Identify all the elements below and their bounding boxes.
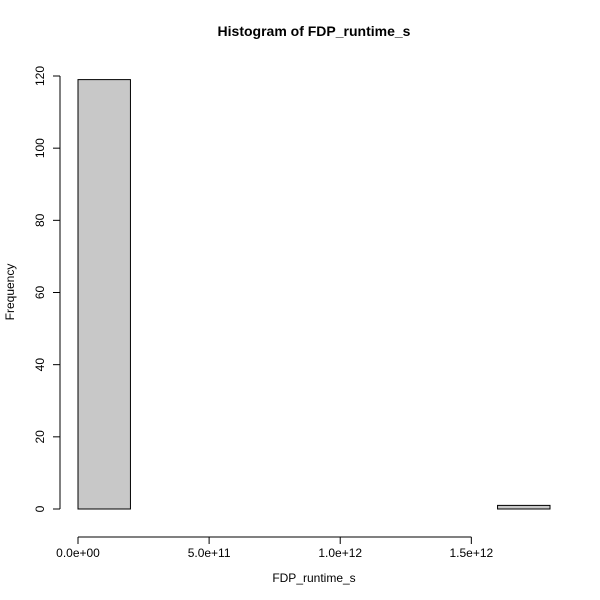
y-tick-label: 80 <box>33 213 47 227</box>
x-tick-label: 5.0e+11 <box>188 546 231 560</box>
x-axis-label: FDP_runtime_s <box>272 571 355 585</box>
y-axis-label: Frequency <box>3 264 17 321</box>
chart-title: Histogram of FDP_runtime_s <box>218 23 411 39</box>
y-axis: 0 20 40 60 80 100 120 <box>33 66 61 512</box>
x-axis: 0.0e+00 5.0e+11 1.0e+12 1.5e+12 <box>56 536 494 560</box>
y-tick-label: 20 <box>33 430 47 444</box>
x-tick-label: 1.0e+12 <box>318 546 362 560</box>
y-tick-label: 100 <box>33 138 47 158</box>
bars-group <box>77 79 551 510</box>
y-tick-label: 0 <box>33 505 47 512</box>
histogram-bar <box>497 504 551 510</box>
x-tick-label: 1.5e+12 <box>449 546 493 560</box>
x-tick-label: 0.0e+00 <box>56 546 100 560</box>
y-tick-label: 60 <box>33 286 47 300</box>
y-tick-label: 40 <box>33 358 47 372</box>
histogram-bar <box>77 79 131 510</box>
y-tick-label: 120 <box>33 66 47 86</box>
